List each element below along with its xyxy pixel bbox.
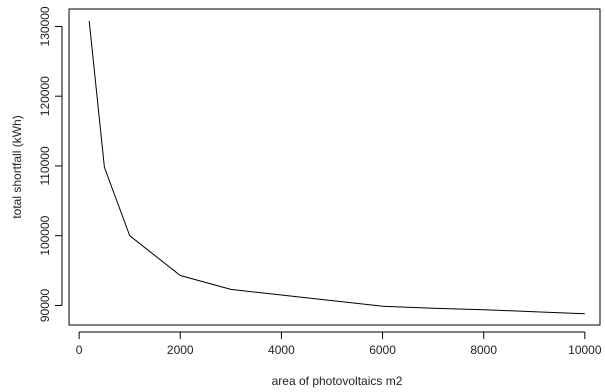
plot-frame: [68, 8, 601, 326]
y-tick-label: 110000: [38, 146, 52, 185]
x-tick-label: 4000: [268, 343, 295, 357]
series-line: [88, 20, 585, 315]
x-axis-label: area of photovoltaics m2: [272, 374, 403, 388]
x-tick-label: 6000: [369, 343, 396, 357]
y-axis-label: total shortfall (kWh): [10, 115, 24, 218]
y-axis: 90000 100000 110000 120000 130000: [38, 6, 63, 322]
x-tick-label: 2000: [167, 343, 194, 357]
x-tick-label: 8000: [470, 343, 497, 357]
x-axis: 0 2000 4000 6000 8000 10000: [76, 331, 602, 357]
y-tick-label: 130000: [38, 6, 52, 46]
x-tick-label: 0: [76, 343, 83, 357]
x-tick-label: 10000: [568, 343, 602, 357]
y-tick-label: 120000: [38, 76, 52, 116]
y-tick-label: 90000: [38, 288, 52, 322]
y-tick-label: 100000: [38, 215, 52, 255]
